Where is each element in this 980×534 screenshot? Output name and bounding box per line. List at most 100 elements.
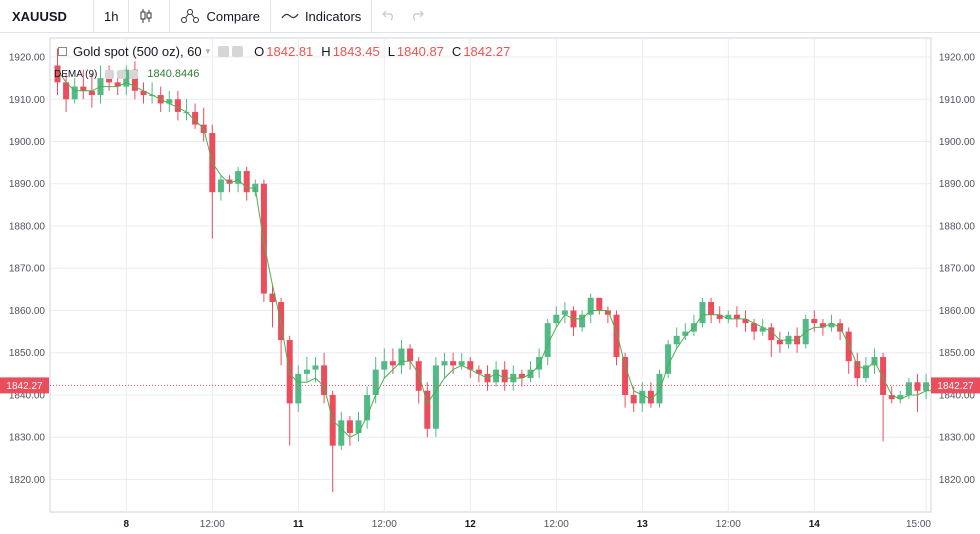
candle-body	[467, 361, 474, 370]
candle-body	[742, 318, 749, 324]
series-legend: Gold spot (500 oz), 60 ▾ O 1842.81 H 1843.…	[58, 44, 510, 59]
last-price-badges: 1842.27 1842.27	[0, 377, 980, 394]
candle-body	[682, 331, 689, 336]
candle-body	[389, 361, 396, 366]
candle	[381, 348, 388, 379]
redo-icon[interactable]	[410, 9, 425, 24]
candle-body	[630, 394, 637, 404]
y-tick-label-left: 1830.00	[9, 433, 46, 444]
candle	[854, 352, 861, 387]
candle	[613, 310, 620, 366]
candle-body	[759, 327, 766, 332]
y-tick-label-left: 1900.00	[9, 137, 46, 148]
candle	[432, 356, 439, 438]
candle	[415, 356, 422, 404]
candle	[441, 352, 448, 379]
candle-body	[819, 323, 826, 328]
candle	[80, 69, 87, 100]
candle-body	[372, 369, 379, 395]
candle-body	[708, 302, 715, 315]
settings-icon[interactable]	[232, 46, 244, 57]
candle-body	[424, 390, 431, 429]
candle-body	[458, 361, 465, 366]
candle-body	[338, 420, 345, 446]
x-tick-label: 13	[637, 519, 649, 530]
candle	[536, 348, 543, 379]
price-axis-right[interactable]: 1820.00 1830.00 1840.00 1850.00 1860.00 1870.…	[939, 53, 976, 486]
candle-body	[656, 373, 663, 404]
candle	[733, 306, 740, 328]
y-tick-label-left: 1890.00	[9, 179, 46, 190]
candle	[914, 373, 921, 412]
legend-collapse-icon[interactable]	[58, 47, 67, 56]
y-tick-label-right: 1860.00	[939, 306, 976, 317]
candle-body	[888, 394, 895, 400]
candle-body	[54, 65, 61, 83]
candle-body	[166, 99, 173, 104]
candle	[467, 356, 474, 379]
candle-body	[398, 348, 405, 366]
candle	[604, 306, 611, 324]
chart-style-button[interactable]	[129, 0, 171, 32]
y-tick-label-left: 1860.00	[9, 306, 46, 317]
candle	[665, 340, 672, 379]
candle	[131, 61, 138, 100]
indicator-settings-icon[interactable]	[117, 69, 127, 79]
candle-body	[269, 293, 276, 303]
candle-body	[63, 82, 70, 100]
candle-body	[673, 335, 680, 345]
y-tick-label-right: 1870.00	[939, 264, 976, 275]
candle	[561, 302, 568, 324]
low-value: 1840.87	[396, 44, 444, 59]
candle	[501, 361, 508, 391]
candle-body	[561, 310, 568, 315]
candle	[673, 327, 680, 349]
y-tick-label-left: 1820.00	[9, 475, 46, 486]
chart-canvas[interactable]: 1820.00 1830.00 1840.00 1850.00 1860.00 1870.…	[0, 32, 980, 534]
legend-caret-icon[interactable]: ▾	[205, 46, 211, 56]
candle	[338, 411, 345, 450]
visibility-icon[interactable]	[218, 46, 230, 57]
candle-body	[192, 111, 199, 125]
y-tick-label-right: 1820.00	[939, 475, 976, 486]
candle	[553, 306, 560, 328]
close-key: C	[451, 44, 462, 59]
dema-line-path	[57, 69, 935, 438]
symbol-search-button[interactable]: XAUUSD	[0, 0, 94, 32]
undo-icon[interactable]	[382, 9, 396, 24]
high-value: 1843.45	[332, 44, 380, 59]
indicators-button[interactable]: Indicators	[271, 0, 373, 32]
indicator-value: 1840.8446	[147, 68, 200, 80]
open-key: O	[254, 44, 265, 59]
close-value: 1842.27	[463, 44, 511, 59]
candle	[587, 293, 594, 324]
compare-button[interactable]: Compare	[170, 0, 271, 32]
y-tick-label-left: 1880.00	[9, 221, 46, 232]
candle	[923, 373, 930, 400]
candle	[63, 73, 70, 112]
candle-body	[725, 314, 732, 319]
candle	[742, 310, 749, 332]
x-tick-label: 12:00	[200, 519, 225, 530]
candle-body	[811, 318, 818, 324]
candle	[699, 297, 706, 328]
candle	[880, 352, 887, 442]
candle-body	[518, 373, 525, 379]
candle	[845, 327, 852, 374]
candle	[54, 48, 61, 96]
plot-frame	[49, 37, 932, 513]
price-badge-left-text: 1842.27	[6, 381, 43, 392]
candle-body	[553, 314, 560, 324]
indicator-remove-icon[interactable]	[129, 69, 139, 79]
candle-body	[88, 90, 95, 96]
interval-button[interactable]: 1h	[94, 0, 130, 32]
price-axis-left: 1820.00 1830.00 1840.00 1850.00 1860.00 1870.…	[9, 53, 46, 486]
indicator-visibility-icon[interactable]	[105, 69, 115, 79]
candle-body	[751, 323, 758, 332]
time-axis[interactable]: 8 12:00 11 12:00 12 12:00 13 12:00 14 15:00	[124, 519, 932, 530]
candle	[174, 90, 181, 121]
candle	[708, 297, 715, 324]
candle	[751, 318, 758, 341]
candle-body	[381, 361, 388, 370]
candle-body	[587, 297, 594, 315]
